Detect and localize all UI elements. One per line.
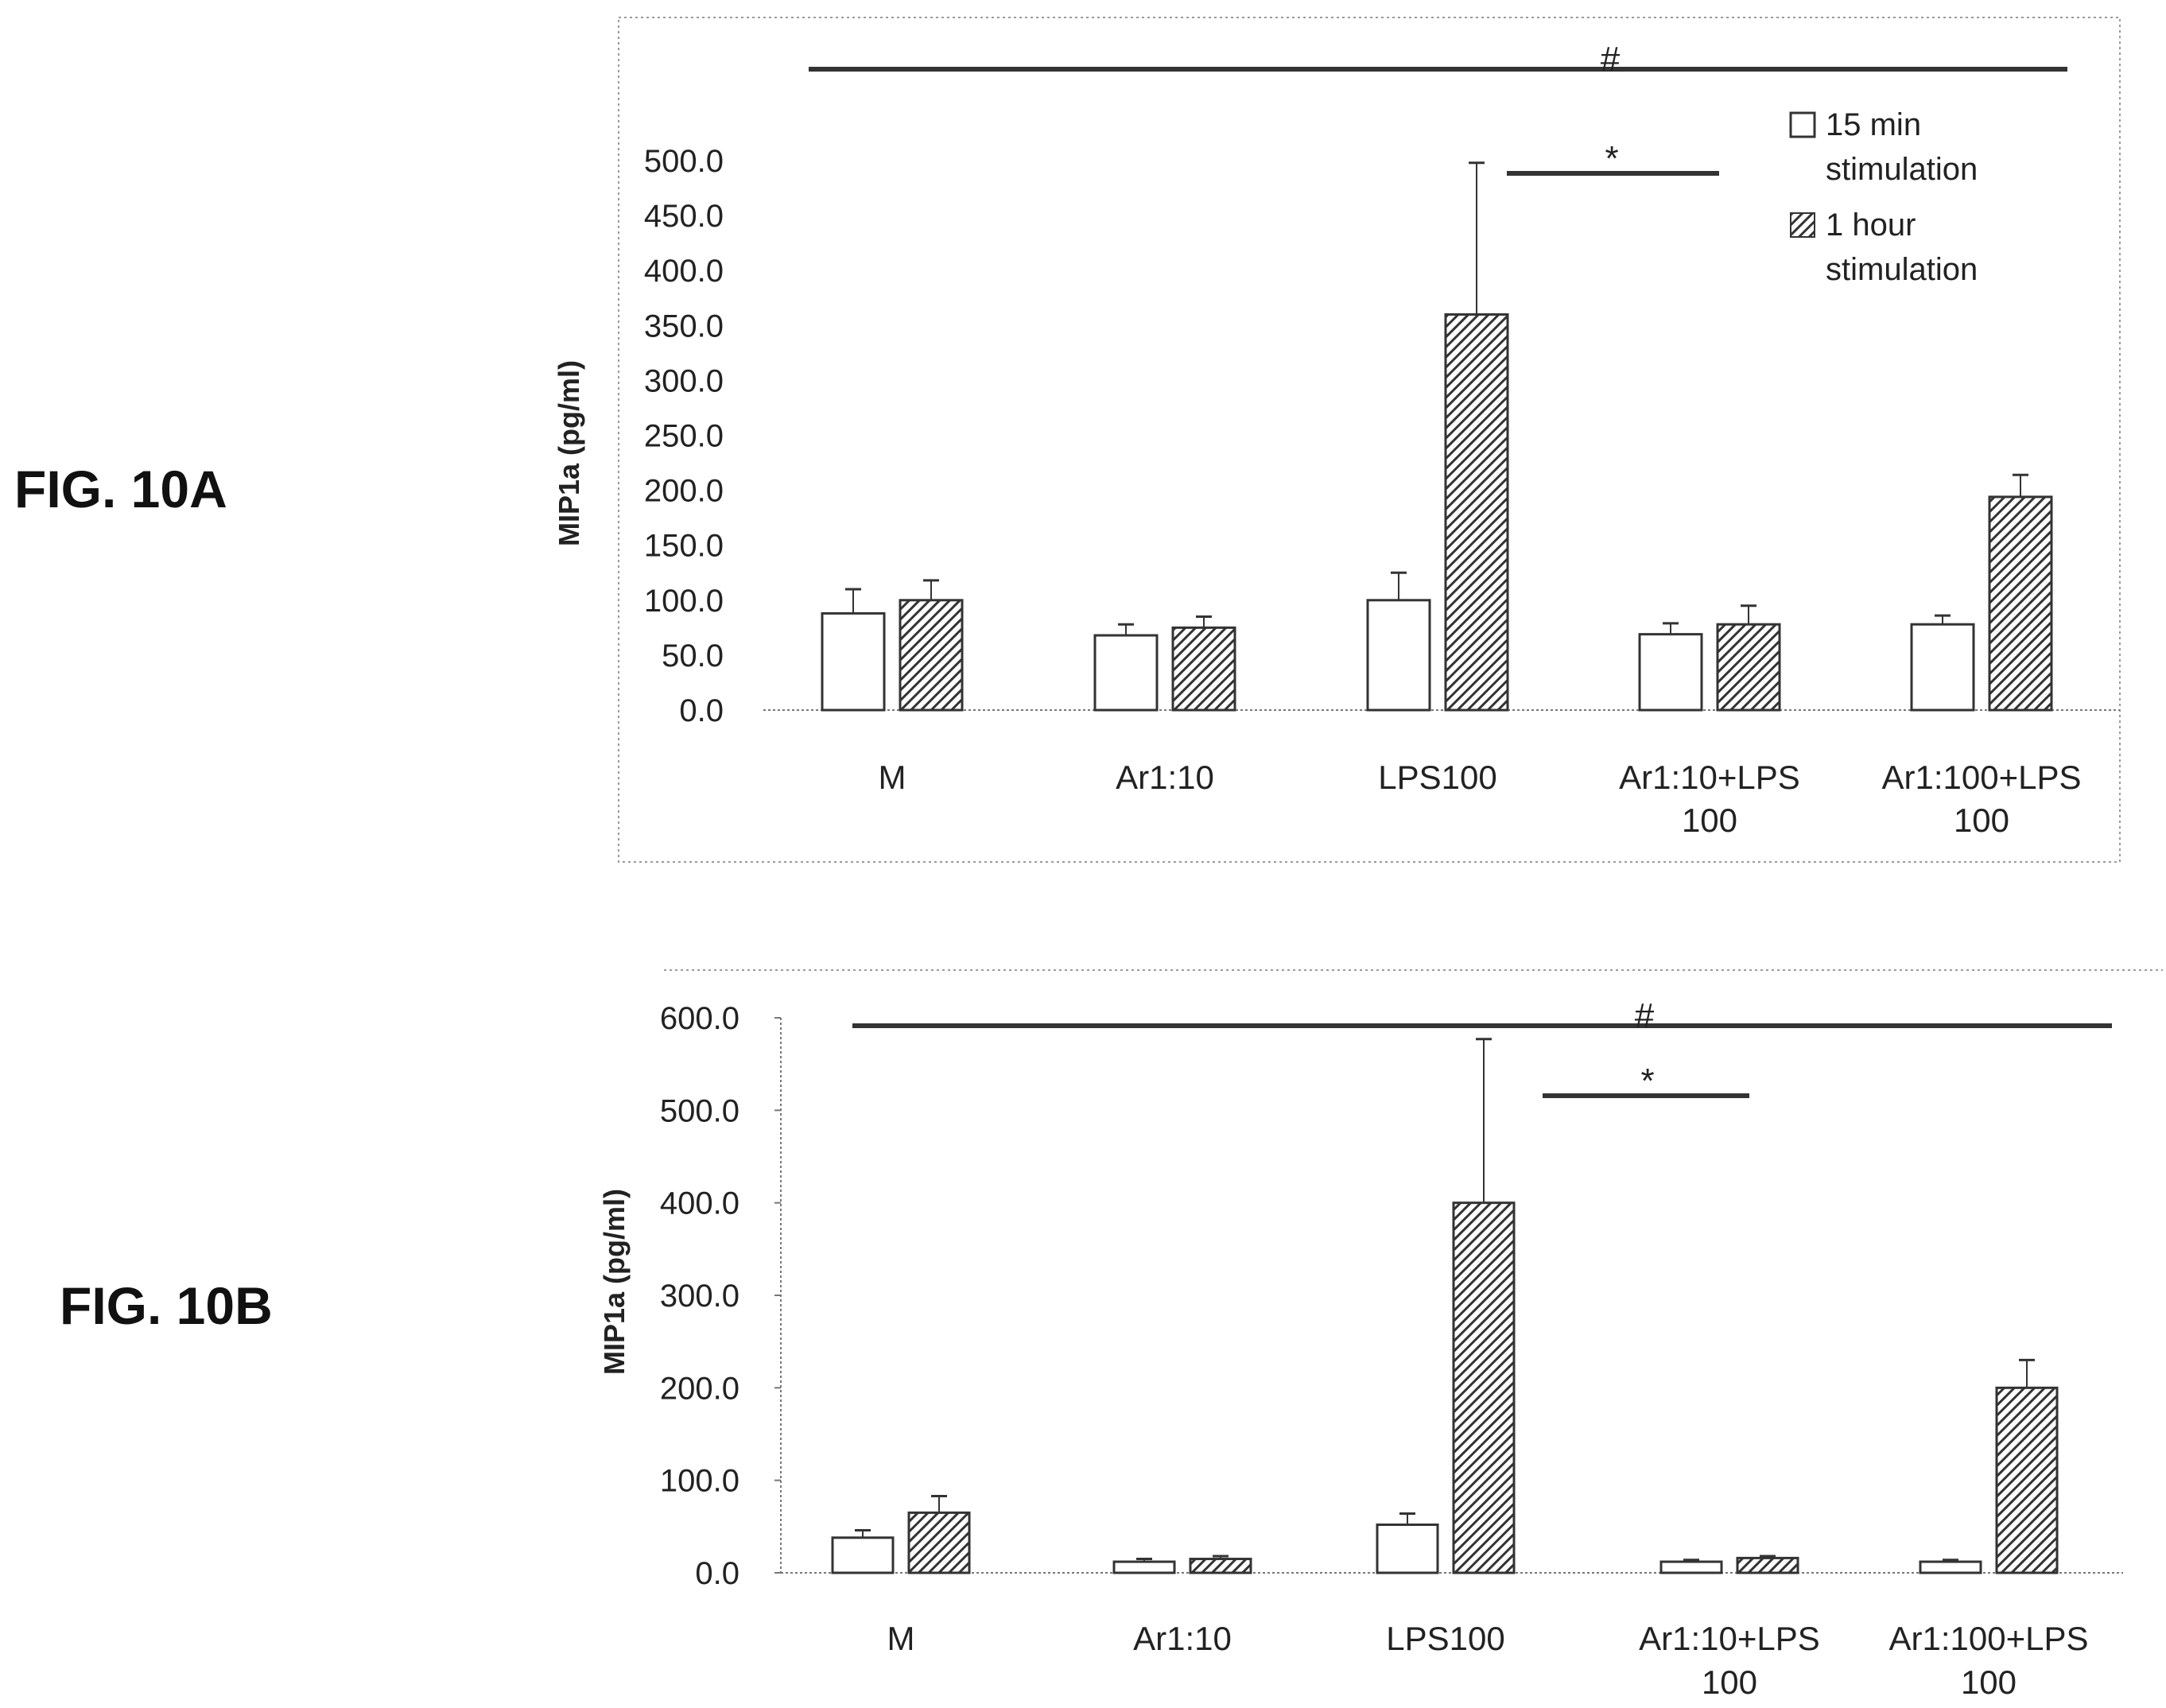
bar-1hour-2: [1452, 1201, 1516, 1574]
bar-1hour-1: [1189, 1558, 1252, 1574]
y-tick-label: 400.0: [644, 254, 724, 289]
bar-15min-3: [1659, 1560, 1723, 1574]
bar-15min-0: [831, 1536, 895, 1574]
category-label: Ar1:10+LPS: [1619, 759, 1800, 796]
y-tick-label: 200.0: [660, 1371, 739, 1406]
bar-15min-4: [1919, 1560, 1982, 1574]
y-tick-label: 0.0: [679, 693, 724, 728]
bar-15min-3: [1638, 633, 1703, 712]
category-label-line2: 100: [1961, 1663, 2017, 1701]
y-tick-label: 300.0: [644, 363, 724, 398]
y-tick-label: 450.0: [644, 199, 724, 234]
bar-15min-2: [1376, 1524, 1439, 1574]
bar-1hour-1: [1171, 626, 1236, 712]
y-tick-label: 400.0: [660, 1186, 739, 1221]
y-tick-label: 500.0: [660, 1093, 739, 1128]
legend-swatch-open: [1789, 111, 1816, 138]
bar-1hour-2: [1444, 312, 1509, 712]
y-tick-label: 500.0: [644, 144, 724, 179]
category-label: LPS100: [1378, 759, 1496, 796]
y-tick-label: 150.0: [644, 529, 724, 564]
category-label-line2: 100: [1702, 1663, 1757, 1701]
y-tick-label: 0.0: [695, 1556, 739, 1591]
significance-symbol-star: *: [1640, 1062, 1654, 1100]
bar-15min-4: [1910, 623, 1975, 712]
bar-1hour-3: [1736, 1556, 1799, 1574]
legend: 15 min stimulation 1 hour stimulation: [1789, 107, 1978, 287]
significance-symbol-hash: #: [1601, 40, 1621, 79]
fig-10a-label: FIG. 10A: [14, 460, 227, 518]
category-label: Ar1:10+LPS: [1639, 1620, 1820, 1657]
chart-10a: MIP1a (pg/ml) 0.0 50.0 100.0 150.0 200.0 250.…: [553, 40, 2120, 839]
bar-15min-0: [821, 611, 886, 712]
category-label-line2: 100: [1954, 802, 2009, 839]
category-label-line2: 100: [1682, 802, 1737, 839]
bar-1hour-0: [907, 1511, 971, 1574]
y-tick-label: 250.0: [644, 419, 724, 454]
category-label: M: [879, 759, 906, 796]
y-tick-label: 300.0: [660, 1279, 739, 1314]
legend-swatch-hatched: [1790, 212, 1815, 238]
chart-b-y-axis-label: MIP1a (pg/ml): [598, 1189, 631, 1375]
legend-item-1-line1: 15 min: [1826, 107, 1921, 142]
chart-a-frame: [618, 17, 2121, 863]
category-label: Ar1:100+LPS: [1888, 1620, 2088, 1657]
fig-10b-label: FIG. 10B: [60, 1276, 273, 1335]
category-label: Ar1:10: [1116, 759, 1214, 796]
legend-item-2-line2: stimulation: [1826, 252, 1978, 287]
y-tick-label: 200.0: [644, 474, 724, 509]
bar-15min-2: [1366, 599, 1431, 712]
category-label: Ar1:10: [1133, 1620, 1232, 1657]
bar-15min-1: [1112, 1560, 1176, 1574]
y-tick-label: 350.0: [644, 309, 724, 344]
y-tick-label: 50.0: [662, 639, 724, 673]
legend-item-2-line1: 1 hour: [1826, 208, 1916, 243]
bar-15min-1: [1093, 634, 1159, 712]
bar-1hour-3: [1716, 623, 1781, 712]
category-label: Ar1:100+LPS: [1881, 759, 2081, 796]
chart-10b: MIP1a (pg/ml) 0.0 100.0 200.0 300.0 400.0 500…: [598, 996, 2123, 1701]
bar-1hour-4: [1988, 495, 2053, 712]
category-label: M: [887, 1620, 915, 1657]
legend-item-1-line2: stimulation: [1826, 152, 1978, 187]
chart-a-y-axis-label: MIP1a (pg/ml): [553, 360, 585, 546]
y-tick-label: 600.0: [660, 1001, 739, 1036]
bar-1hour-4: [1995, 1386, 2059, 1574]
significance-symbol-hash: #: [1635, 996, 1655, 1035]
significance-symbol-star: *: [1605, 139, 1618, 178]
category-label: LPS100: [1386, 1620, 1504, 1657]
bar-1hour-0: [899, 599, 964, 712]
y-tick-label: 100.0: [644, 584, 724, 619]
y-tick-label: 100.0: [660, 1464, 739, 1499]
